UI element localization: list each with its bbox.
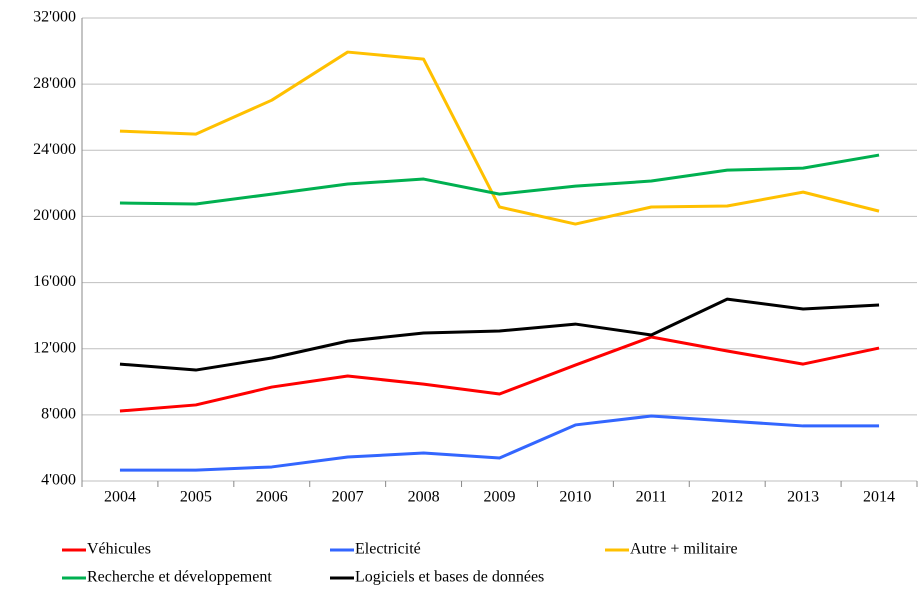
x-tick-label: 2011 — [636, 489, 667, 506]
y-tick-label: 24'000 — [33, 141, 76, 158]
y-tick-label: 32'000 — [33, 9, 76, 26]
series-line — [119, 335, 880, 413]
x-tick-label: 2010 — [559, 489, 591, 506]
legend-label: Autre + militaire — [630, 541, 738, 558]
series-line — [119, 153, 880, 206]
x-tick-label: 2005 — [180, 489, 212, 506]
y-tick-label: 12'000 — [33, 339, 76, 356]
series-line — [119, 414, 880, 472]
legend-label: Logiciels et bases de données — [355, 569, 544, 586]
y-tick-label: 4'000 — [41, 472, 76, 489]
y-tick-label: 28'000 — [33, 75, 76, 92]
y-tick-label: 16'000 — [33, 273, 76, 290]
x-tick-label: 2008 — [408, 489, 440, 506]
x-tick-label: 2012 — [711, 489, 743, 506]
x-tick-label: 2007 — [332, 489, 364, 506]
x-tick-label: 2009 — [484, 489, 516, 506]
x-tick-label: 2004 — [104, 489, 136, 506]
legend-label: Electricité — [355, 541, 421, 558]
series-line — [119, 50, 880, 226]
x-tick-label: 2006 — [256, 489, 288, 506]
series-line — [119, 297, 880, 372]
x-tick-label: 2013 — [787, 489, 819, 506]
x-tick-label: 2014 — [863, 489, 895, 506]
legend-label: Véhicules — [87, 541, 151, 558]
legend-label: Recherche et développement — [87, 569, 272, 586]
y-tick-label: 20'000 — [33, 207, 76, 224]
y-tick-label: 8'000 — [41, 406, 76, 423]
